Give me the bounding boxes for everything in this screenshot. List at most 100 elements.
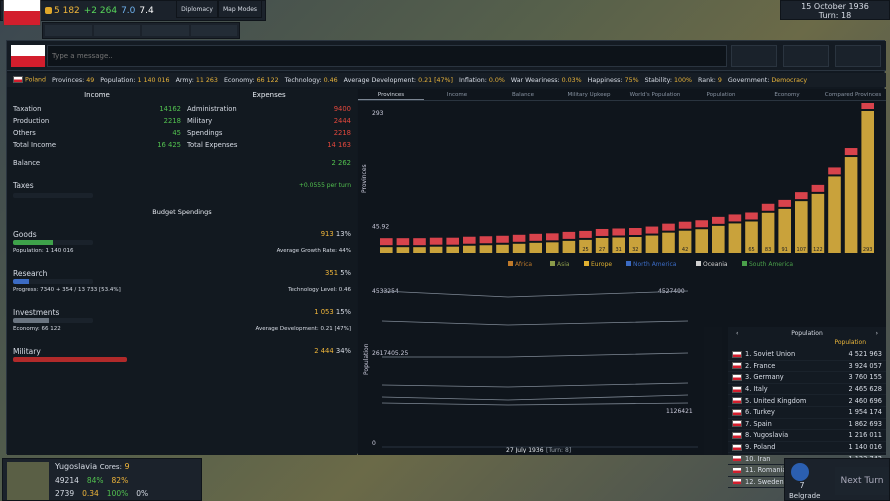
chart-tabs: Provinces Income Balance Military Upkeep Wor… — [358, 89, 886, 101]
tab-military-upkeep[interactable]: Military Upkeep — [567, 92, 611, 98]
bar — [761, 212, 775, 253]
quick-tabs[interactable] — [42, 22, 240, 39]
bar — [496, 244, 509, 253]
leaderboard-next-icon[interactable]: › — [875, 329, 878, 337]
leaderboard-row[interactable]: 7. Spain 1 862 693 — [728, 419, 886, 431]
leaderboard-row[interactable]: 5. United Kingdom 2 460 696 — [728, 395, 886, 407]
tab-balance[interactable]: Balance — [512, 92, 534, 98]
gold-icon — [45, 7, 52, 14]
bar-flag — [529, 233, 542, 241]
bar-flag — [380, 238, 393, 246]
bar — [479, 245, 493, 253]
population-leaderboard: ‹ Population › Population 1. Soviet Unio… — [728, 327, 886, 489]
population-series-line — [381, 394, 689, 401]
country-flag-icon — [732, 455, 742, 463]
bar-flag — [828, 167, 841, 175]
military-value: 2 444 — [314, 347, 334, 355]
bar — [645, 235, 659, 253]
chat-input[interactable] — [47, 45, 727, 67]
military-slider[interactable] — [13, 357, 127, 362]
leaderboard-row[interactable]: 9. Poland 1 140 016 — [728, 442, 886, 454]
bar-flag — [795, 192, 808, 200]
map-modes-button[interactable]: Map Modes — [218, 0, 262, 18]
tab-war[interactable] — [142, 25, 189, 36]
budget-spendings-title: Budget Spendings — [152, 208, 212, 216]
manpower-value: 7.4 — [139, 5, 154, 16]
player-flag — [11, 45, 45, 67]
military-label: Military — [13, 346, 41, 356]
country-flag-icon — [732, 350, 742, 358]
bar-label: 293 — [863, 247, 873, 253]
provinces-chart: Provinces 293 45.92 25 27 31 32 42 65 83 91 107 122 2… — [361, 103, 874, 268]
bar-flag — [612, 228, 625, 236]
leaderboard-row[interactable]: 2. France 3 924 057 — [728, 361, 886, 373]
country-portrait[interactable] — [7, 462, 49, 500]
country-flag[interactable] — [3, 0, 41, 26]
taxes-value: +0.0555 per turn — [298, 181, 351, 189]
research-pct: 5% — [340, 269, 351, 277]
bar-flag — [811, 184, 825, 192]
settings-button[interactable] — [835, 45, 881, 67]
income-title: Income — [84, 91, 110, 99]
signal-button[interactable] — [731, 45, 777, 67]
legend-swatch — [550, 261, 555, 266]
bar — [529, 242, 542, 253]
bar — [380, 247, 393, 253]
x-turn-label: [Turn: 8] — [546, 447, 571, 453]
leaderboard-row[interactable]: 1. Soviet Union 4 521 963 — [728, 349, 886, 361]
bar-flag — [662, 223, 675, 231]
tab-trade[interactable] — [93, 25, 140, 36]
tab-compared-provinces[interactable]: Compared Provinces — [824, 92, 882, 98]
tab-economy[interactable]: Economy — [774, 92, 800, 98]
bar-label: 83 — [765, 247, 771, 253]
leaderboard-row[interactable]: 6. Turkey 1 954 174 — [728, 407, 886, 419]
current-turn: Turn: 18 — [818, 11, 852, 20]
tab-relations[interactable] — [190, 25, 237, 36]
bar — [413, 247, 426, 253]
stat-a: 49214 — [55, 476, 79, 485]
investments-sub-right: Average Development: 0.21 [47%] — [255, 326, 351, 332]
selected-country-name: Yugoslavia — [55, 462, 98, 471]
bar-flag — [712, 216, 725, 224]
expenses-row: Spendings 2218 — [186, 129, 351, 137]
tab-poland[interactable] — [45, 25, 92, 36]
tab-population[interactable]: Population — [706, 92, 736, 98]
leaderboard-row[interactable]: 4. Italy 2 465 628 — [728, 384, 886, 396]
save-button[interactable] — [783, 45, 829, 67]
research-slider[interactable] — [13, 279, 93, 284]
bar — [728, 223, 742, 253]
y-max-label: 293 — [372, 110, 384, 117]
investments-pct: 15% — [335, 308, 351, 316]
bar-flag — [861, 103, 874, 109]
bar-flag — [446, 237, 459, 245]
leaderboard-row[interactable]: 8. Yugoslavia 1 216 011 — [728, 430, 886, 442]
goods-slider[interactable] — [13, 240, 93, 245]
bar — [662, 232, 675, 253]
legend-swatch — [508, 261, 513, 266]
tab-provinces[interactable]: Provinces — [358, 89, 424, 100]
investments-label: Investments — [13, 307, 60, 317]
bar-flag — [496, 235, 509, 243]
tab-world-s-population[interactable]: World's Population — [629, 92, 681, 98]
globe-icon[interactable] — [791, 463, 809, 481]
goods-value: 913 — [320, 230, 334, 238]
balance-label: Balance — [13, 159, 41, 167]
bar-flag — [629, 228, 642, 236]
bar — [546, 242, 559, 253]
leaderboard-row[interactable]: 3. Germany 3 760 155 — [728, 372, 886, 384]
stat-item: War Weariness: 0.03% — [510, 76, 582, 84]
investments-slider[interactable] — [13, 318, 93, 323]
x-date-label: 27 July 1936 — [506, 447, 544, 453]
legend-swatch — [742, 261, 747, 266]
next-turn-button[interactable]: Next Turn — [835, 467, 889, 495]
chat-bar — [7, 41, 886, 71]
bar-flag — [678, 221, 692, 229]
tab-income[interactable]: Income — [446, 92, 468, 98]
investments-sub-left: Economy: 66 122 — [13, 326, 61, 332]
bar — [595, 237, 609, 253]
charts-panel: Provinces Income Balance Military Upkeep Wor… — [358, 89, 886, 489]
leaderboard-prev-icon[interactable]: ‹ — [736, 329, 739, 337]
taxes-slider[interactable] — [13, 193, 93, 198]
leaderboard-title: Population — [791, 329, 823, 337]
diplomacy-button[interactable]: Diplomacy — [176, 0, 218, 18]
